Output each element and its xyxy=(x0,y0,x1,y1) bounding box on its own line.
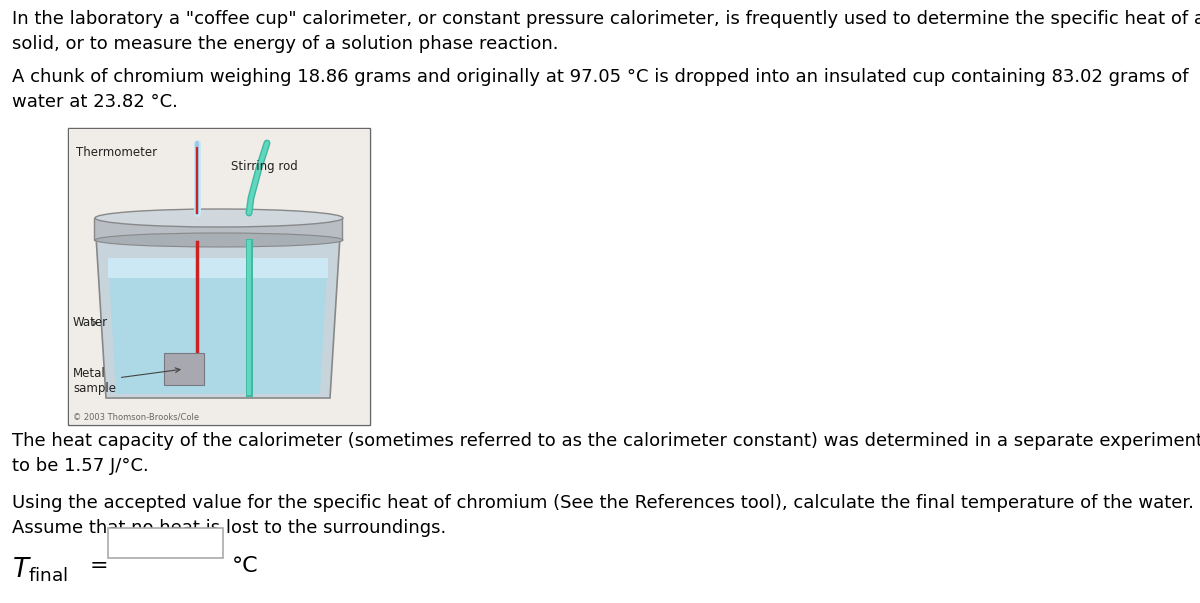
Polygon shape xyxy=(108,258,328,394)
Polygon shape xyxy=(94,218,342,240)
Bar xyxy=(68,128,370,425)
Text: =: = xyxy=(90,556,109,576)
Ellipse shape xyxy=(95,233,343,247)
Text: $T_{\mathrm{final}}$: $T_{\mathrm{final}}$ xyxy=(12,556,68,584)
Bar xyxy=(70,129,370,424)
Bar xyxy=(108,528,223,558)
Text: Using the accepted value for the specific heat of chromium (See the References t: Using the accepted value for the specifi… xyxy=(12,494,1194,537)
Text: Stirring rod: Stirring rod xyxy=(230,160,298,173)
Text: °C: °C xyxy=(232,556,259,576)
Circle shape xyxy=(192,365,202,375)
Text: Metal
sample: Metal sample xyxy=(73,367,180,395)
Text: © 2003 Thomson-Brooks/Cole: © 2003 Thomson-Brooks/Cole xyxy=(73,412,199,421)
Bar xyxy=(164,353,204,385)
Text: The heat capacity of the calorimeter (sometimes referred to as the calorimeter c: The heat capacity of the calorimeter (so… xyxy=(12,432,1200,475)
Text: Thermometer: Thermometer xyxy=(76,146,157,159)
Text: Water: Water xyxy=(73,317,108,329)
Polygon shape xyxy=(96,236,340,398)
Text: A chunk of chromium weighing 18.86 grams and originally at 97.05 °C is dropped i: A chunk of chromium weighing 18.86 grams… xyxy=(12,68,1188,111)
Polygon shape xyxy=(108,258,328,278)
Ellipse shape xyxy=(95,209,343,227)
Text: In the laboratory a "coffee cup" calorimeter, or constant pressure calorimeter, : In the laboratory a "coffee cup" calorim… xyxy=(12,10,1200,53)
